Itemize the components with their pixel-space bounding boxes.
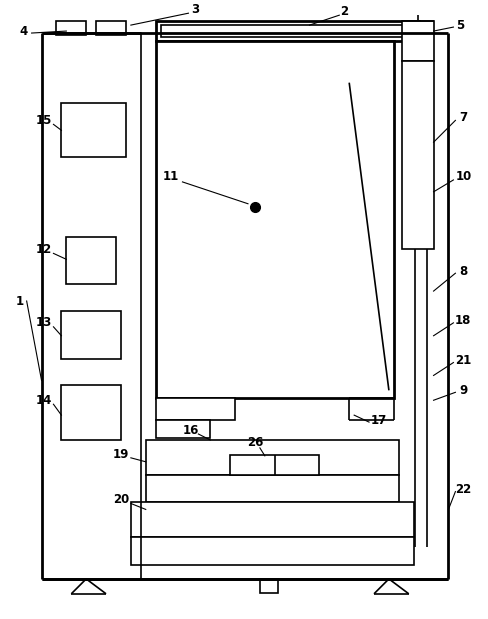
Bar xyxy=(96,21,125,35)
Text: 11: 11 xyxy=(162,170,178,183)
Bar xyxy=(259,579,277,593)
Text: 4: 4 xyxy=(20,25,28,38)
Text: 2: 2 xyxy=(340,5,347,18)
Text: 15: 15 xyxy=(35,114,52,127)
Bar xyxy=(160,25,413,37)
Text: 26: 26 xyxy=(246,436,263,449)
Bar xyxy=(61,311,121,358)
Bar xyxy=(66,236,116,284)
Text: 10: 10 xyxy=(454,170,470,183)
Text: 18: 18 xyxy=(454,314,470,327)
Text: 7: 7 xyxy=(458,111,467,124)
Text: 21: 21 xyxy=(454,354,470,367)
Text: 17: 17 xyxy=(370,413,386,426)
Bar xyxy=(401,21,433,61)
Bar xyxy=(145,475,398,503)
Bar xyxy=(155,41,393,398)
Bar xyxy=(155,21,418,41)
Bar xyxy=(230,455,319,475)
Text: 9: 9 xyxy=(458,384,467,397)
Text: 1: 1 xyxy=(16,295,24,308)
Bar xyxy=(61,103,125,157)
Text: 20: 20 xyxy=(113,493,129,506)
Bar xyxy=(56,21,86,35)
Bar xyxy=(131,537,413,565)
Bar xyxy=(131,503,413,537)
Text: 13: 13 xyxy=(35,316,52,329)
Bar xyxy=(145,440,398,475)
Text: 5: 5 xyxy=(455,19,464,32)
Bar xyxy=(155,420,210,438)
Bar xyxy=(155,398,235,420)
Text: 3: 3 xyxy=(191,2,199,15)
Text: 14: 14 xyxy=(35,394,52,407)
Bar xyxy=(61,386,121,440)
Text: 12: 12 xyxy=(35,243,52,256)
Text: 16: 16 xyxy=(182,423,198,436)
Text: 22: 22 xyxy=(454,483,470,496)
Text: 8: 8 xyxy=(458,265,467,278)
Text: 19: 19 xyxy=(113,448,129,461)
Bar xyxy=(401,61,433,249)
